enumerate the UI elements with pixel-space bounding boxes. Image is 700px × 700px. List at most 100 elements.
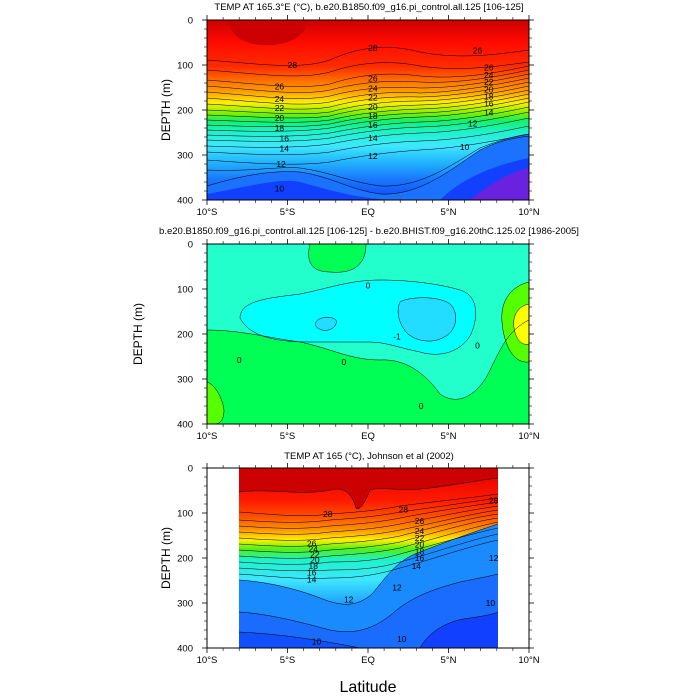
contour-label: 26 [368, 74, 378, 84]
contour-label: 18 [275, 123, 285, 133]
contour-lines [207, 47, 529, 195]
contour-label: 14 [307, 575, 317, 585]
x-tick-label: EQ [361, 431, 375, 442]
contour-label: 18 [309, 561, 319, 571]
contour-label: 26 [415, 516, 425, 526]
y-tick-label: 400 [177, 420, 193, 431]
contour-label: 22 [415, 533, 425, 543]
contour-label: -1 [393, 331, 401, 341]
contour-label: 0 [475, 340, 480, 350]
contour-label: 16 [368, 120, 378, 130]
contour-label: 18 [368, 111, 378, 121]
y-tick-label: 100 [177, 509, 193, 520]
x-tick-label: 5°S [280, 431, 295, 442]
contour-label: 16 [280, 133, 290, 143]
contour-label: 10 [312, 636, 322, 646]
contour-label: 0 [366, 280, 371, 290]
contour-label: 28 [368, 43, 378, 53]
contour-label: 24 [309, 544, 319, 554]
x-tick-label: EQ [361, 207, 375, 218]
contour-label: 16 [415, 553, 425, 563]
x-tick-label: EQ [361, 655, 375, 666]
x-tick-label: 10°S [197, 655, 218, 666]
contour-label: 22 [275, 103, 285, 113]
contour-label: 22 [484, 77, 494, 87]
contour-label: 18 [415, 547, 425, 557]
contour-label: 28 [399, 504, 409, 514]
contour-lines [239, 477, 498, 648]
diff-plus3-right [513, 304, 529, 345]
difference-field [207, 244, 529, 424]
x-tick-label: 10°S [197, 431, 218, 442]
y-tick-label: 200 [177, 554, 193, 565]
temperature-field [207, 20, 529, 200]
contour-label: 20 [368, 102, 378, 112]
contour-label: 22 [368, 92, 378, 102]
contour-label: 12 [276, 159, 286, 169]
diff-minus2-west [315, 317, 337, 331]
panel-temperature-difference: 10°S 5°S EQ 5°N 10°N 0 100 200 300 400 0 -1 0 0 0 0 b.… [131, 226, 579, 442]
y-tick-label: 0 [188, 240, 193, 251]
y-tick-label: 200 [177, 330, 193, 341]
contour-label: 10 [460, 142, 470, 152]
panel-title: TEMP AT 165 (°C), Johnson et al (2002) [284, 451, 454, 462]
contour-label: 0 [341, 357, 346, 367]
warm-pool-core [228, 20, 308, 46]
y-tick-label: 100 [177, 61, 193, 72]
diff-minus2-east [398, 297, 456, 342]
y-tick-label: 300 [177, 599, 193, 610]
contour-label: 12 [468, 119, 478, 129]
observed-temperature-field [239, 468, 498, 648]
diff-positive-top [308, 244, 366, 273]
warm-pool-core [239, 468, 498, 509]
contour-label: 22 [310, 549, 320, 559]
x-tick-label: 10°N [518, 207, 539, 218]
contour-label: 24 [368, 83, 378, 93]
tick-marks: 10°S 5°S EQ 5°N 10°N 0 100 200 300 400 [177, 239, 540, 442]
contour-labels: 0 -1 0 0 0 0 [237, 280, 480, 411]
y-tick-label: 0 [188, 16, 193, 27]
contour-label: 20 [415, 540, 425, 550]
x-tick-label: 5°N [441, 431, 457, 442]
contour-label: 26 [275, 82, 285, 92]
y-tick-label: 400 [177, 644, 193, 655]
contour-label: 14 [484, 107, 494, 117]
panel-title: b.e20.B1850.f09_g16.pi_control.all.125 [… [159, 226, 579, 237]
contour-label: 26 [473, 46, 483, 56]
x-tick-label: 10°S [197, 207, 218, 218]
y-tick-label: 0 [188, 464, 193, 475]
y-tick-label: 100 [177, 285, 193, 296]
cold-water-9a [239, 632, 360, 648]
contour-label: 18 [484, 92, 494, 102]
panel-title: TEMP AT 165.3°E (°C), b.e20.B1850.f09_g1… [214, 2, 523, 13]
contour-label: 28 [323, 509, 333, 519]
contour-label: 16 [307, 567, 317, 577]
y-tick-label: 300 [177, 375, 193, 386]
contour-label: 12 [344, 594, 354, 604]
diff-plus2-left [207, 382, 224, 424]
contour-label: 16 [484, 99, 494, 109]
tick-marks: 10°S 5°S EQ 5°N 10°N 0 100 200 300 400 [177, 463, 540, 666]
contour-label: 14 [280, 143, 290, 153]
contour-label: 20 [310, 555, 320, 565]
contour-label: 14 [412, 561, 422, 571]
contour-label: 24 [415, 526, 425, 536]
x-axis-label: Latitude [340, 679, 397, 696]
contour-label: 10 [486, 598, 496, 608]
contour-label: 26 [307, 539, 317, 549]
x-tick-label: 5°S [280, 655, 295, 666]
deep-water-8 [470, 168, 529, 200]
contour-labels: 28 28282624222018161412262422201816141212… [307, 495, 499, 646]
contour-label: 12 [368, 151, 378, 161]
x-tick-label: 10°N [518, 655, 539, 666]
y-tick-label: 400 [177, 196, 193, 207]
contour-label: 24 [484, 70, 494, 80]
contour-label: 28 [288, 60, 298, 70]
contour-label: 26 [484, 63, 494, 73]
contour-label: 10 [275, 183, 285, 193]
